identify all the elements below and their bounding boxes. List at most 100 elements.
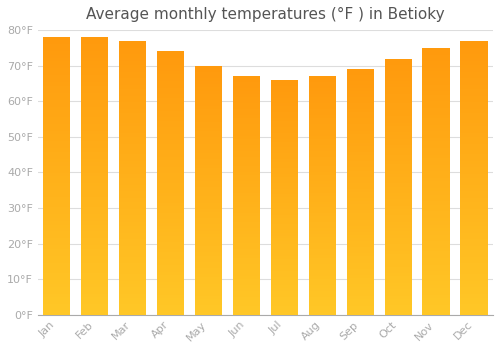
Bar [195,109,222,112]
Bar [157,190,184,193]
Bar [195,306,222,309]
Bar [233,285,260,288]
Bar [346,241,374,244]
Bar [43,127,70,131]
Bar [422,158,450,161]
Bar [119,202,146,205]
Bar [422,181,450,185]
Bar [233,106,260,109]
Bar [422,221,450,225]
Bar [460,301,487,304]
Bar [270,150,298,153]
Bar [195,150,222,153]
Bar [308,178,336,181]
Bar [270,221,298,224]
Bar [119,284,146,287]
Bar [119,144,146,147]
Bar [346,97,374,100]
Bar [195,168,222,172]
Bar [81,148,108,152]
Bar [384,62,412,65]
Bar [43,245,70,249]
Bar [43,221,70,225]
Bar [233,291,260,294]
Bar [195,190,222,193]
Bar [233,172,260,175]
Bar [422,78,450,81]
Bar [460,154,487,157]
Bar [346,266,374,269]
Bar [81,82,108,86]
Bar [119,280,146,284]
Bar [157,97,184,101]
Bar [384,292,412,295]
Bar [384,78,412,81]
Bar [157,312,184,315]
Bar [422,108,450,111]
Bar [460,157,487,161]
Bar [81,131,108,134]
Bar [422,205,450,208]
Bar [422,101,450,105]
Bar [81,221,108,225]
Bar [43,145,70,148]
Bar [270,265,298,268]
Bar [384,180,412,183]
Bar [308,216,336,219]
Bar [43,211,70,214]
Bar [308,136,336,139]
Bar [270,206,298,209]
Bar [460,229,487,232]
Bar [270,130,298,133]
Bar [346,152,374,155]
Bar [43,134,70,138]
Bar [384,94,412,97]
Bar [195,125,222,128]
Bar [346,155,374,158]
Bar [157,120,184,124]
Bar [195,193,222,196]
Bar [384,299,412,302]
Bar [195,147,222,150]
Bar [43,155,70,159]
Bar [460,164,487,168]
Bar [81,249,108,252]
Bar [195,75,222,78]
Bar [233,306,260,309]
Bar [308,151,336,154]
Bar [81,311,108,315]
Bar [422,228,450,231]
Bar [270,106,298,109]
Bar [81,55,108,58]
Bar [422,75,450,78]
Bar [119,308,146,312]
Bar [43,89,70,93]
Bar [346,131,374,134]
Bar [81,298,108,301]
Bar [384,113,412,116]
Bar [422,184,450,188]
Bar [346,238,374,241]
Bar [384,209,412,212]
Bar [233,118,260,121]
Bar [81,173,108,176]
Bar [460,250,487,253]
Bar [119,89,146,92]
Bar [422,131,450,135]
Bar [460,123,487,126]
Bar [233,312,260,315]
Bar [308,225,336,228]
Bar [195,228,222,231]
Bar [43,204,70,207]
Bar [157,183,184,187]
Bar [195,271,222,274]
Bar [43,103,70,107]
Bar [119,191,146,195]
Bar [346,109,374,112]
Bar [384,295,412,299]
Bar [460,44,487,48]
Bar [157,144,184,147]
Bar [119,102,146,106]
Bar [157,88,184,91]
Bar [81,304,108,308]
